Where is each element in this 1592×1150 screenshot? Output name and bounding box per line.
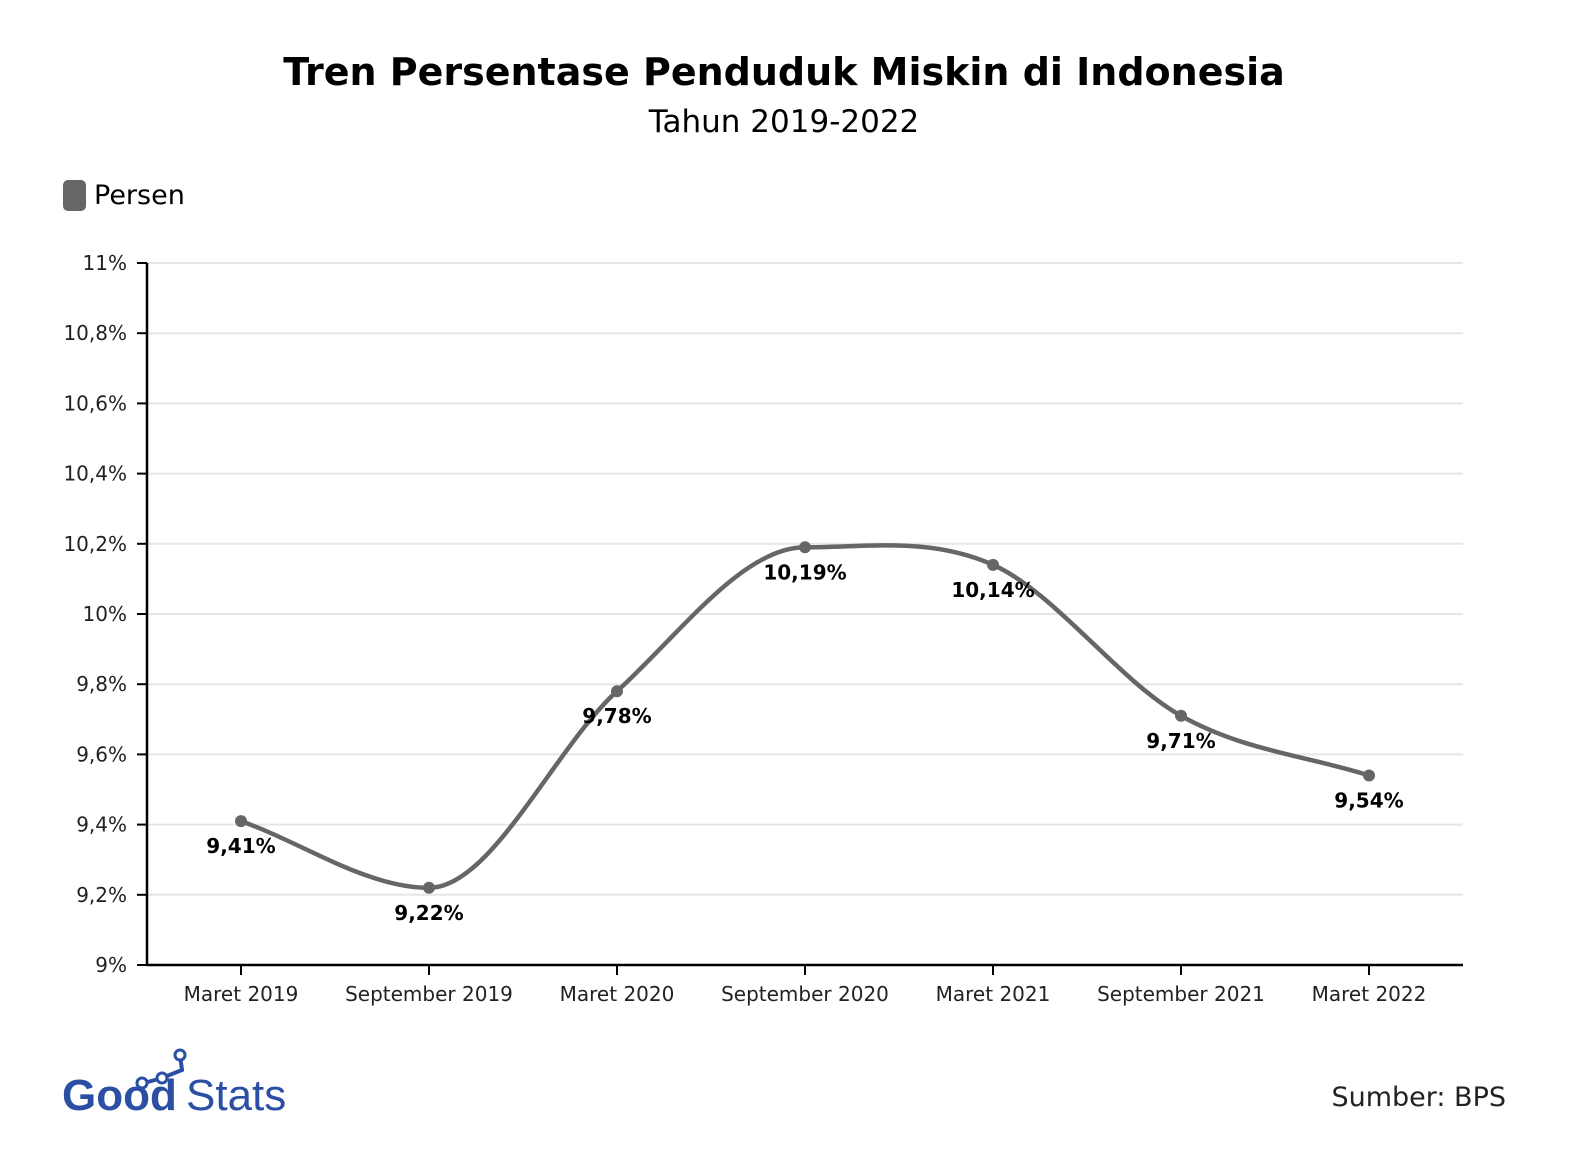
logo-text-bold: Good xyxy=(62,1071,177,1117)
data-point xyxy=(235,815,247,828)
data-label: 9,71% xyxy=(1146,729,1215,753)
legend[interactable]: Persen xyxy=(63,180,185,211)
data-point xyxy=(1363,769,1375,782)
y-tick-label: 9,6% xyxy=(76,742,127,766)
logo-text-light: Stats xyxy=(186,1071,286,1117)
series-line xyxy=(240,543,1370,891)
y-tick-label: 9% xyxy=(95,953,127,977)
data-point xyxy=(799,541,811,554)
y-tick-label: 10,8% xyxy=(63,321,127,345)
y-tick-label: 9,4% xyxy=(76,813,127,837)
data-label: 9,41% xyxy=(206,834,275,858)
data-label: 9,78% xyxy=(582,704,651,728)
x-tick-label: Maret 2020 xyxy=(560,982,675,1006)
y-tick-label: 9,2% xyxy=(76,883,127,907)
data-point xyxy=(1175,709,1187,722)
x-tick-label: Maret 2019 xyxy=(184,982,299,1006)
x-tick-label: Maret 2021 xyxy=(936,982,1051,1006)
data-point xyxy=(611,685,623,698)
source-note: Sumber: BPS xyxy=(1331,1082,1506,1113)
y-tick-label: 11% xyxy=(83,251,127,275)
x-tick-label: September 2021 xyxy=(1097,982,1265,1006)
x-tick-label: Maret 2022 xyxy=(1312,982,1427,1006)
data-point xyxy=(987,558,999,571)
data-label: 10,14% xyxy=(951,578,1034,602)
y-tick-label: 10,2% xyxy=(63,532,127,556)
y-tick-label: 9,8% xyxy=(76,672,127,696)
y-tick-label: 10,4% xyxy=(63,462,127,486)
x-tick-label: September 2019 xyxy=(345,982,513,1006)
x-tick-label: September 2020 xyxy=(721,982,889,1006)
legend-label: Persen xyxy=(94,180,185,211)
y-tick-label: 10,6% xyxy=(63,391,127,415)
y-tick-label: 10% xyxy=(83,602,127,626)
data-label: 10,19% xyxy=(763,560,846,584)
data-point xyxy=(423,881,435,894)
data-label: 9,54% xyxy=(1334,788,1403,812)
chart-title: Tren Persentase Penduduk Miskin di Indon… xyxy=(283,50,1285,94)
goodstats-logo: Good Stats xyxy=(62,1045,302,1121)
legend-swatch xyxy=(63,180,86,211)
data-label: 9,22% xyxy=(394,901,463,925)
chart-subtitle: Tahun 2019-2022 xyxy=(648,104,920,140)
